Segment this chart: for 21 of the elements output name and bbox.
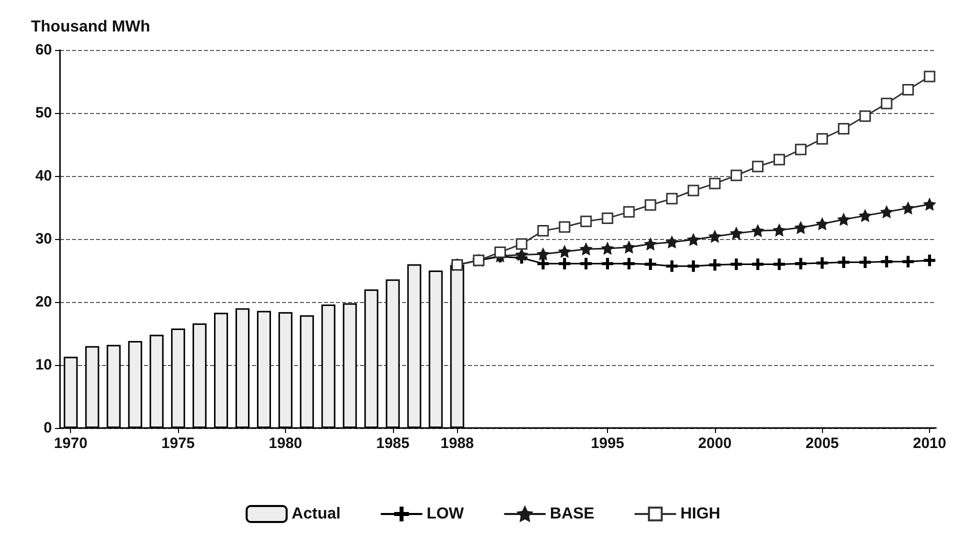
x-tick-label: 1995 <box>590 435 624 452</box>
y-tick-label: 20 <box>35 294 52 310</box>
legend-label: Actual <box>292 506 341 522</box>
legend-label: LOW <box>426 506 465 522</box>
y-tick-label: 50 <box>35 104 52 122</box>
x-tick-label: 1970 <box>54 435 88 452</box>
y-tick-label: 0 <box>44 420 52 436</box>
x-tick-label: 1975 <box>161 435 195 452</box>
x-tick-label: 1988 <box>440 435 474 452</box>
legend-label: HIGH <box>680 506 720 522</box>
y-tick-label: 10 <box>35 356 52 374</box>
legend-label: BASE <box>550 506 595 522</box>
x-tick-label: 2010 <box>912 435 946 452</box>
x-tick-label: 2005 <box>806 435 839 452</box>
x-tick-label: 1980 <box>268 435 302 452</box>
y-tick-label: 40 <box>35 168 52 184</box>
y-tick-label: 30 <box>35 230 52 248</box>
y-axis-title: Thousand MWh <box>31 18 150 36</box>
x-tick-label: 2000 <box>698 435 732 452</box>
y-tick-label: 60 <box>35 42 52 58</box>
x-tick-label: 1985 <box>376 435 410 452</box>
